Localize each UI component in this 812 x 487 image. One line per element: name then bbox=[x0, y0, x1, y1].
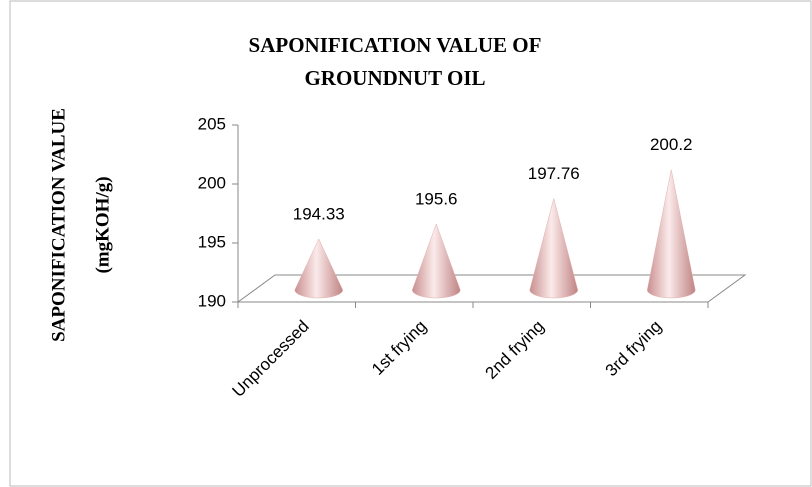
x-tick-label: 3rd frying bbox=[602, 317, 666, 381]
y-tick-label: 205 bbox=[198, 114, 226, 133]
y-tick-label: 195 bbox=[198, 232, 226, 251]
value-label: 197.76 bbox=[528, 164, 580, 183]
chart-border bbox=[9, 0, 812, 487]
cone bbox=[646, 169, 696, 299]
chart-title: SAPONIFICATION VALUE OF bbox=[249, 33, 542, 57]
value-label: 195.6 bbox=[415, 189, 458, 208]
cone bbox=[411, 223, 461, 299]
y-axis-label: (mgKOH/g) bbox=[92, 176, 113, 273]
x-tick-label: Unprocessed bbox=[228, 317, 312, 401]
value-label: 194.33 bbox=[293, 204, 345, 223]
y-tick-label: 190 bbox=[198, 291, 226, 310]
y-tick-label: 200 bbox=[198, 173, 226, 192]
cone bbox=[294, 238, 344, 299]
y-axis-label: SAPONIFICATION VALUE bbox=[48, 108, 69, 342]
x-tick-label: 1st frying bbox=[368, 317, 430, 379]
floor bbox=[236, 274, 747, 303]
cone bbox=[529, 197, 579, 299]
x-tick-label: 2nd frying bbox=[482, 317, 548, 383]
value-label: 200.2 bbox=[650, 135, 693, 154]
chart-title: GROUNDNUT OIL bbox=[304, 66, 485, 90]
